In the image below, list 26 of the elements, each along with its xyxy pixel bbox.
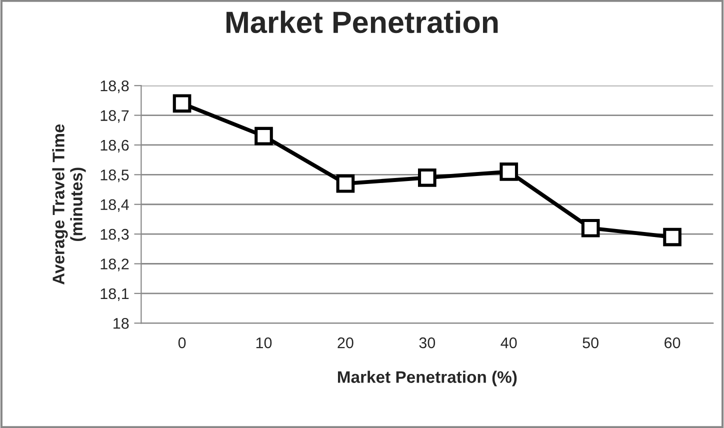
x-tick-label: 60 — [664, 337, 680, 348]
x-tick-label: 10 — [256, 337, 272, 348]
point — [336, 174, 355, 193]
y-tick-label: 18,4 — [100, 199, 129, 212]
point — [500, 162, 518, 181]
point — [172, 94, 192, 113]
y-tick-label: 18,8 — [100, 80, 129, 94]
y-tick-label: 18,3 — [100, 228, 129, 242]
y-tick-label: 18,7 — [100, 110, 129, 123]
x-tick-label: 40 — [500, 337, 517, 348]
point — [581, 218, 600, 238]
y-tick-label: 18,2 — [100, 258, 129, 272]
x-tick-label: 0 — [178, 337, 186, 348]
point — [254, 126, 273, 146]
y-axis-title: Average Travel Time (minutes) — [52, 124, 86, 285]
point — [663, 228, 682, 246]
y-tick-label: 18 — [114, 318, 129, 329]
chart-title: Market Penetration — [226, 10, 498, 34]
x-tick-label: 20 — [338, 337, 354, 348]
x-axis-title: Market Penetration (%) — [338, 370, 517, 386]
y-tick-label: 18,5 — [100, 170, 129, 182]
point — [418, 168, 436, 187]
x-tick-label: 50 — [582, 337, 598, 348]
y-tick-label: 18,1 — [100, 288, 129, 301]
x-tick-label: 30 — [419, 337, 436, 348]
y-tick-label: 18,6 — [100, 140, 129, 152]
